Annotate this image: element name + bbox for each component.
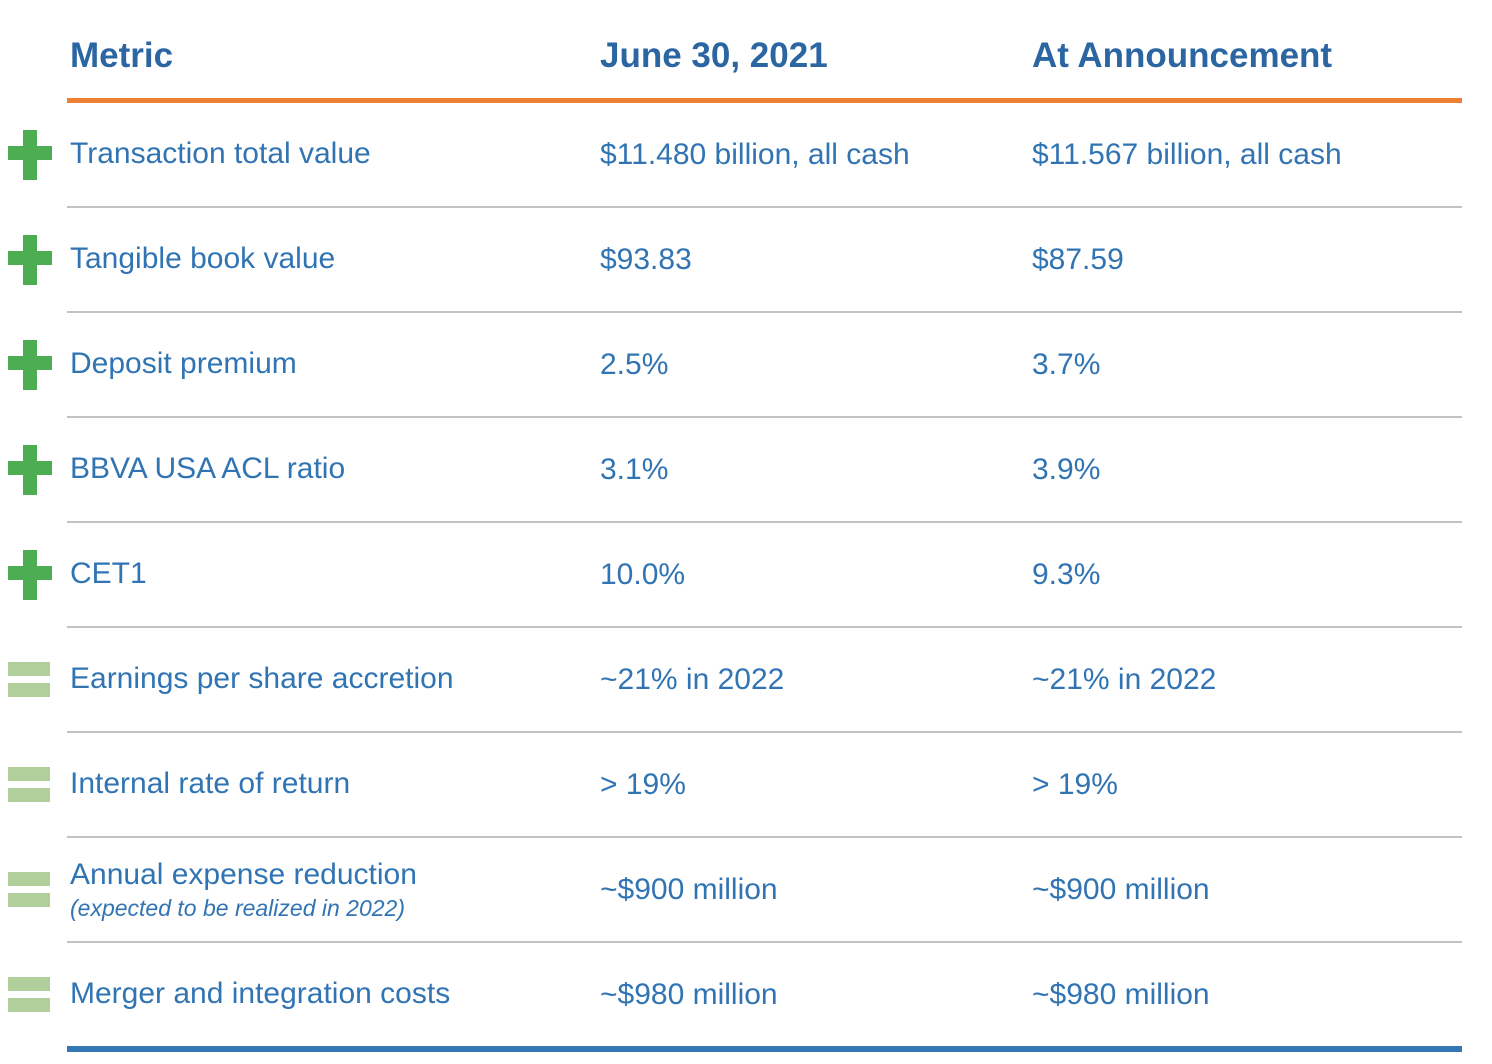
plus-icon [8, 339, 52, 390]
row-divider [67, 311, 1462, 313]
equals-icon [8, 871, 50, 908]
table-row: Internal rate of return > 19% > 19% [0, 733, 1492, 836]
announcement-value: ~21% in 2022 [1032, 662, 1217, 696]
announcement-value: 9.3% [1032, 557, 1101, 591]
equals-icon [8, 661, 50, 698]
june-value: $93.83 [600, 242, 692, 276]
metric-cell: Annual expense reduction (expected to be… [68, 858, 600, 922]
row-divider [67, 626, 1462, 628]
row-icon-cell [0, 339, 68, 390]
metric-cell: Internal rate of return [68, 767, 600, 802]
table-row: CET1 10.0% 9.3% [0, 523, 1492, 626]
table-body: Transaction total value $11.480 billion,… [0, 103, 1492, 1052]
metric-cell: Transaction total value [68, 137, 600, 172]
row-divider [67, 521, 1462, 523]
metric-cell: CET1 [68, 557, 600, 592]
june-value: $11.480 billion, all cash [600, 137, 910, 171]
header-underline-rule [67, 98, 1462, 103]
row-divider [67, 836, 1462, 838]
row-icon-cell [0, 871, 68, 908]
column-header-metric: Metric [70, 35, 174, 75]
column-header-at-announcement: At Announcement [1032, 36, 1333, 75]
metric-label: Earnings per share accretion [70, 662, 454, 696]
table-row: Transaction total value $11.480 billion,… [0, 103, 1492, 206]
metric-cell: BBVA USA ACL ratio [68, 452, 600, 487]
table-row: Merger and integration costs ~$980 milli… [0, 943, 1492, 1046]
plus-icon [8, 234, 52, 285]
plus-icon [8, 444, 52, 495]
announcement-value: 3.9% [1032, 452, 1101, 486]
metric-cell: Deposit premium [68, 347, 600, 382]
row-icon-cell [0, 129, 68, 180]
plus-icon [8, 129, 52, 180]
announcement-value: ~$900 million [1032, 872, 1210, 906]
metric-label: Transaction total value [70, 137, 371, 171]
column-header-june-30-2021: June 30, 2021 [600, 36, 828, 75]
plus-icon [8, 549, 52, 600]
metric-label: Deposit premium [70, 347, 297, 381]
june-value: ~$980 million [600, 977, 778, 1011]
june-value: ~$900 million [600, 872, 778, 906]
metric-cell: Merger and integration costs [68, 977, 600, 1012]
metric-label: BBVA USA ACL ratio [70, 452, 346, 486]
equals-icon [8, 766, 50, 803]
metric-cell: Earnings per share accretion [68, 662, 600, 697]
announcement-value: $87.59 [1032, 242, 1124, 276]
row-divider [67, 731, 1462, 733]
june-value: 10.0% [600, 557, 686, 591]
june-value: 3.1% [600, 452, 669, 486]
table-row: Tangible book value $93.83 $87.59 [0, 208, 1492, 311]
metric-label: Tangible book value [70, 242, 336, 276]
row-icon-cell [0, 766, 68, 803]
row-icon-cell [0, 444, 68, 495]
june-value: ~21% in 2022 [600, 662, 785, 696]
announcement-value: ~$980 million [1032, 977, 1210, 1011]
table-row: Deposit premium 2.5% 3.7% [0, 313, 1492, 416]
metric-label: Annual expense reduction [70, 857, 417, 891]
row-divider [67, 416, 1462, 418]
metric-label: Internal rate of return [70, 767, 351, 801]
metric-cell: Tangible book value [68, 242, 600, 277]
row-icon-cell [0, 976, 68, 1013]
announcement-value: 3.7% [1032, 347, 1101, 381]
row-icon-cell [0, 661, 68, 698]
row-divider [67, 941, 1462, 943]
metric-label: Merger and integration costs [70, 977, 451, 1011]
table-bottom-border [67, 1046, 1462, 1052]
table-row: Earnings per share accretion ~21% in 202… [0, 628, 1492, 731]
metrics-comparison-table: Metric June 30, 2021 At Announcement Tra… [0, 14, 1492, 1052]
announcement-value: $11.567 billion, all cash [1032, 137, 1342, 171]
metric-label: CET1 [70, 557, 147, 591]
june-value: > 19% [600, 767, 686, 801]
announcement-value: > 19% [1032, 767, 1118, 801]
equals-icon [8, 976, 50, 1013]
metric-note: (expected to be realized in 2022) [70, 895, 405, 922]
table-header-row: Metric June 30, 2021 At Announcement [0, 14, 1492, 98]
table-row: Annual expense reduction (expected to be… [0, 838, 1492, 941]
row-divider [67, 206, 1462, 208]
june-value: 2.5% [600, 347, 669, 381]
row-icon-cell [0, 549, 68, 600]
table-row: BBVA USA ACL ratio 3.1% 3.9% [0, 418, 1492, 521]
row-icon-cell [0, 234, 68, 285]
